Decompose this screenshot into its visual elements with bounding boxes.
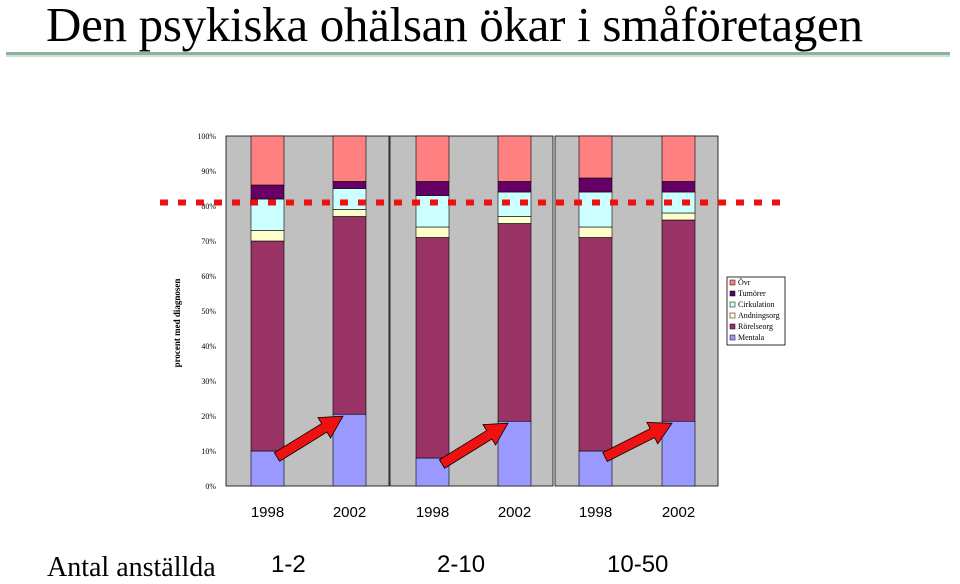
bar-segment-3-5	[415, 181, 450, 196]
legend-swatch	[729, 301, 736, 308]
bars-layer	[250, 135, 696, 487]
bar-segment-5-4	[578, 191, 613, 228]
legend-swatch	[729, 334, 736, 341]
arrow-1	[273, 415, 344, 462]
bar-segment-2-5	[332, 181, 367, 189]
x-tick-label: 2002	[498, 504, 531, 521]
y-tick-label: 70%	[201, 237, 216, 246]
y-tick-label: 80%	[201, 202, 216, 211]
bar-segment-4-3	[497, 216, 532, 224]
bar-segment-5-6	[578, 135, 613, 179]
bar-segment-2-1	[332, 413, 367, 487]
bar-segment-1-2	[250, 240, 285, 452]
y-tick-label: 90%	[201, 167, 216, 176]
bar-segment-6-1	[661, 420, 696, 487]
bar-segment-6-6	[661, 135, 696, 182]
bar-segment-4-6	[497, 135, 532, 182]
title-divider	[6, 52, 950, 57]
y-tick-label: 0%	[205, 482, 216, 491]
x-tick-label: 1998	[251, 504, 284, 521]
bar-segment-3-3	[415, 226, 450, 238]
group-label-1-2: 1-2	[271, 551, 306, 578]
footer-label: Antal anställda	[47, 552, 216, 583]
legend-box	[726, 276, 786, 346]
x-tick-label: 1998	[416, 504, 449, 521]
group-label-2-10: 2-10	[437, 551, 486, 578]
y-tick-label: 60%	[201, 272, 216, 281]
y-tick-label: 40%	[201, 342, 216, 351]
bar-segment-5-2	[578, 237, 613, 452]
bar-segment-2-3	[332, 209, 367, 217]
arrow-3	[602, 422, 673, 463]
legend-swatch	[729, 290, 736, 297]
arrow-2	[438, 422, 509, 469]
bar-segment-4-1	[497, 420, 532, 487]
y-tick-label: 20%	[201, 412, 216, 421]
y-tick-label: 30%	[201, 377, 216, 386]
bar-segment-1-3	[250, 230, 285, 242]
bar-segment-2-6	[332, 135, 367, 182]
legend-label: Rörelseorg	[738, 322, 773, 331]
x-tick-label: 2002	[333, 504, 366, 521]
bar-segment-2-4	[332, 188, 367, 210]
bar-segment-4-5	[497, 181, 532, 193]
group-label-10-50: 10-50	[607, 551, 669, 578]
legend-label: Cirkulation	[738, 300, 774, 309]
legend-label: Andningsorg	[738, 311, 780, 320]
bar-segment-1-5	[250, 184, 285, 200]
legend-label: Tumörer	[738, 289, 766, 298]
y-tick-label: 50%	[201, 307, 216, 316]
bar-segment-5-5	[578, 177, 613, 193]
legend-swatch	[729, 312, 736, 319]
bar-segment-3-2	[415, 237, 450, 459]
legend-swatch	[729, 323, 736, 330]
bar-segment-6-2	[661, 219, 696, 422]
y-tick-label: 10%	[201, 447, 216, 456]
x-tick-label: 2002	[662, 504, 695, 521]
bar-segment-5-3	[578, 226, 613, 238]
bar-segment-1-6	[250, 135, 285, 186]
bar-segment-6-5	[661, 181, 696, 193]
y-axis-label: procent med diagnosen	[172, 279, 182, 368]
y-axis: 0% 10% 20% 30% 40% 50% 60% 70% 80% 90% 100%	[197, 132, 216, 491]
increase-arrows	[273, 415, 673, 469]
legend-label: Övr	[738, 278, 751, 287]
x-tick-label: 1998	[579, 504, 612, 521]
page-title: Den psykiska ohälsan ökar i småföretagen	[46, 0, 863, 52]
y-tick-label: 100%	[197, 132, 216, 141]
bar-segment-6-3	[661, 212, 696, 221]
legend-swatch	[729, 279, 736, 286]
legend: Övr Tumörer Cirkulation Andningsorg Rörelseo…	[726, 276, 786, 346]
bar-segment-2-2	[332, 216, 367, 415]
bar-segment-4-2	[497, 223, 532, 422]
bar-segment-3-6	[415, 135, 450, 182]
x-axis: 1998 2002 1998 2002 1998 2002	[251, 504, 695, 521]
legend-label: Mentala	[738, 333, 765, 342]
